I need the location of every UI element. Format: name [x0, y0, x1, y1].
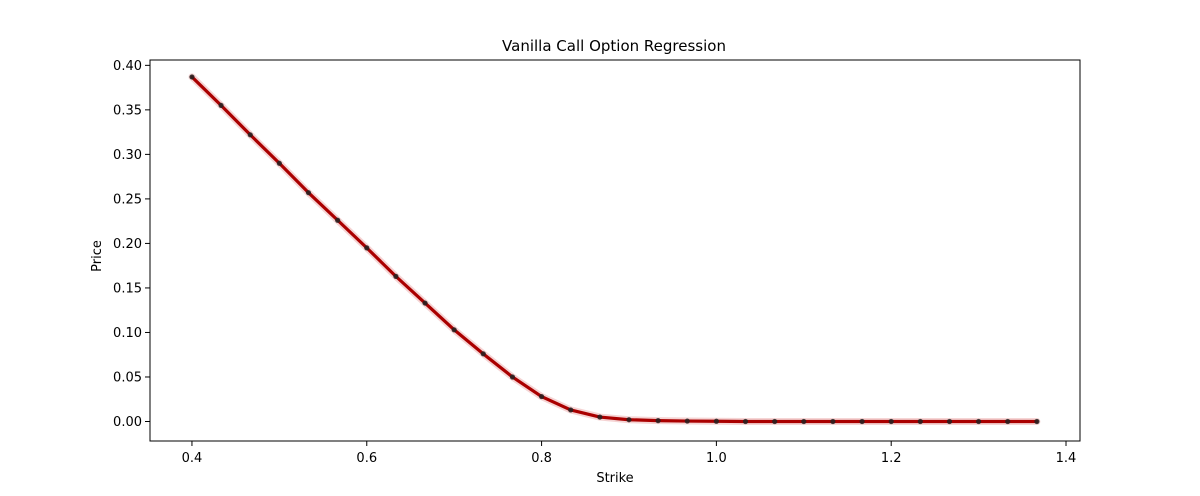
data-point	[480, 351, 486, 357]
data-point	[772, 418, 778, 425]
data-point	[684, 418, 690, 424]
data-point	[276, 160, 282, 166]
x-axis: 0.4 0.6 0.8 1.0 1.2 1.4	[182, 441, 1077, 466]
data-point	[451, 327, 457, 333]
x-tick-label: 1.4	[1056, 451, 1077, 466]
data-point	[1005, 418, 1011, 425]
data-point	[946, 418, 953, 425]
y-tick-label: 0.20	[113, 237, 142, 252]
data-point	[509, 374, 516, 380]
data-point	[364, 245, 370, 251]
data-point	[713, 418, 719, 424]
y-tick-label: 0.15	[113, 281, 142, 296]
data-point	[597, 414, 603, 420]
data-point	[568, 407, 574, 413]
x-axis-title: Strike	[596, 471, 633, 486]
data-point	[859, 418, 865, 425]
y-tick-label: 0.40	[113, 59, 142, 74]
data-point	[626, 417, 632, 423]
confidence-band	[188, 73, 1041, 425]
data-point	[305, 190, 312, 196]
y-tick-label: 0.25	[113, 192, 142, 207]
data-point	[538, 393, 545, 400]
data-point	[218, 102, 224, 109]
x-tick-label: 1.2	[881, 451, 902, 466]
data-point	[422, 300, 428, 306]
data-point	[393, 273, 399, 279]
x-tick-label: 0.6	[356, 451, 377, 466]
y-tick-label: 0.00	[113, 415, 142, 430]
data-point	[189, 74, 195, 80]
x-tick-label: 1.0	[706, 451, 727, 466]
x-tick-label: 0.4	[182, 451, 203, 466]
data-point	[830, 418, 836, 425]
x-tick-label: 0.8	[531, 451, 552, 466]
y-axis: 0.00 0.05 0.10 0.15 0.20 0.25 0.30 0.35 0.40	[113, 59, 150, 430]
axes-frame	[149, 59, 1081, 442]
regression-line	[190, 75, 1039, 424]
data-point	[335, 217, 341, 223]
chart-title: Vanilla Call Option Regression	[502, 37, 726, 55]
data-point	[655, 418, 661, 424]
y-tick-label: 0.30	[113, 148, 142, 163]
data-point	[976, 418, 982, 425]
y-tick-label: 0.05	[113, 370, 142, 385]
y-tick-label: 0.10	[113, 326, 142, 341]
data-point	[742, 418, 749, 425]
data-point	[888, 418, 894, 425]
y-tick-label: 0.35	[113, 103, 142, 118]
data-point	[1034, 418, 1040, 425]
data-point	[917, 418, 923, 425]
plot-area	[188, 73, 1041, 425]
data-point	[247, 132, 253, 138]
data-point	[801, 418, 807, 425]
y-axis-title: Price	[90, 240, 105, 272]
